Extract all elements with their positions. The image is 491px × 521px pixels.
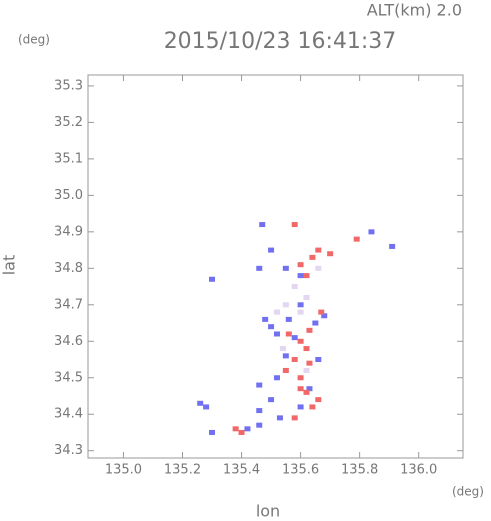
echo-cell [353, 236, 360, 242]
x-tick-label: 135.8 [341, 463, 378, 478]
echo-cell [291, 357, 298, 363]
echo-cell [273, 331, 280, 337]
echo-cell [303, 273, 310, 279]
echo-cell [238, 429, 245, 435]
echo-cell [297, 338, 304, 344]
echo-cell [297, 273, 304, 279]
x-tick-label: 135.4 [223, 463, 260, 478]
echo-cell [256, 422, 263, 428]
echo-cell [303, 389, 310, 395]
echo-cell [297, 404, 304, 410]
y-tick-label: 34.5 [54, 370, 83, 385]
echo-cell [282, 353, 289, 359]
echo-cell [276, 415, 283, 421]
echo-cell [282, 302, 289, 308]
echo-cell [291, 335, 298, 341]
x-axis-label: lon [256, 502, 280, 521]
echo-cell [285, 331, 292, 337]
echo-cell [306, 327, 313, 333]
x-tick-label: 135.0 [105, 463, 142, 478]
echo-cell [297, 302, 304, 308]
echo-cell [256, 265, 263, 271]
echo-cell [318, 309, 325, 315]
x-tick-label: 135.2 [164, 463, 201, 478]
echo-cell [256, 408, 263, 414]
echo-cell [273, 309, 280, 315]
x-tick-label: 135.6 [282, 463, 319, 478]
y-axis-label: lat [0, 255, 19, 276]
y-unit: (deg) [18, 33, 50, 47]
echo-cell [282, 265, 289, 271]
echo-cell [282, 367, 289, 373]
echo-cell [297, 309, 304, 315]
echo-cell [303, 346, 310, 352]
echo-cell [309, 404, 316, 410]
echo-cell [203, 404, 210, 410]
echo-cell [315, 397, 322, 403]
x-unit: (deg) [452, 485, 484, 499]
y-tick-label: 34.7 [54, 297, 83, 312]
echo-cell [197, 400, 204, 406]
echo-cell [209, 276, 216, 282]
echo-cell [389, 243, 396, 249]
echo-cell [309, 254, 316, 260]
echo-cell [312, 320, 319, 326]
echo-cell [256, 382, 263, 388]
echo-cell [315, 357, 322, 363]
echo-cell [303, 295, 310, 301]
echo-cell [268, 397, 275, 403]
y-tick-label: 34.6 [54, 334, 83, 349]
x-tick-label: 136.0 [400, 463, 437, 478]
echo-cell [291, 222, 298, 228]
echo-cell [273, 375, 280, 381]
y-tick-label: 35.0 [54, 188, 83, 203]
echo-cell [368, 229, 375, 235]
echo-cell [297, 375, 304, 381]
altitude-label: ALT(km) 2.0 [367, 1, 462, 20]
y-tick-label: 34.8 [54, 261, 83, 276]
echo-cell [306, 386, 313, 392]
y-tick-label: 34.9 [54, 224, 83, 239]
echo-cell [279, 346, 286, 352]
echo-cell [291, 284, 298, 290]
echo-cell [262, 316, 269, 322]
echo-cell [315, 247, 322, 253]
echo-cell [297, 386, 304, 392]
echo-cell [306, 360, 313, 366]
y-tick-label: 35.1 [54, 151, 83, 166]
echo-cell [244, 426, 251, 432]
y-tick-label: 35.3 [54, 78, 83, 93]
echo-cell [315, 265, 322, 271]
echo-cell [291, 415, 298, 421]
echo-cell [209, 429, 216, 435]
echo-cell [321, 313, 328, 319]
y-tick-label: 34.4 [54, 407, 83, 422]
echo-cell [268, 247, 275, 253]
echo-cell [285, 316, 292, 322]
echo-cell [297, 262, 304, 268]
echo-cell [303, 367, 310, 373]
y-tick-label: 34.3 [54, 443, 83, 458]
echo-cell [268, 324, 275, 330]
chart-title: 2015/10/23 16:41:37 [164, 29, 397, 54]
y-tick-label: 35.2 [54, 115, 83, 130]
echo-cell [232, 426, 239, 432]
echo-cell [327, 251, 334, 257]
echo-cell [259, 222, 266, 228]
plot-frame [87, 74, 464, 459]
